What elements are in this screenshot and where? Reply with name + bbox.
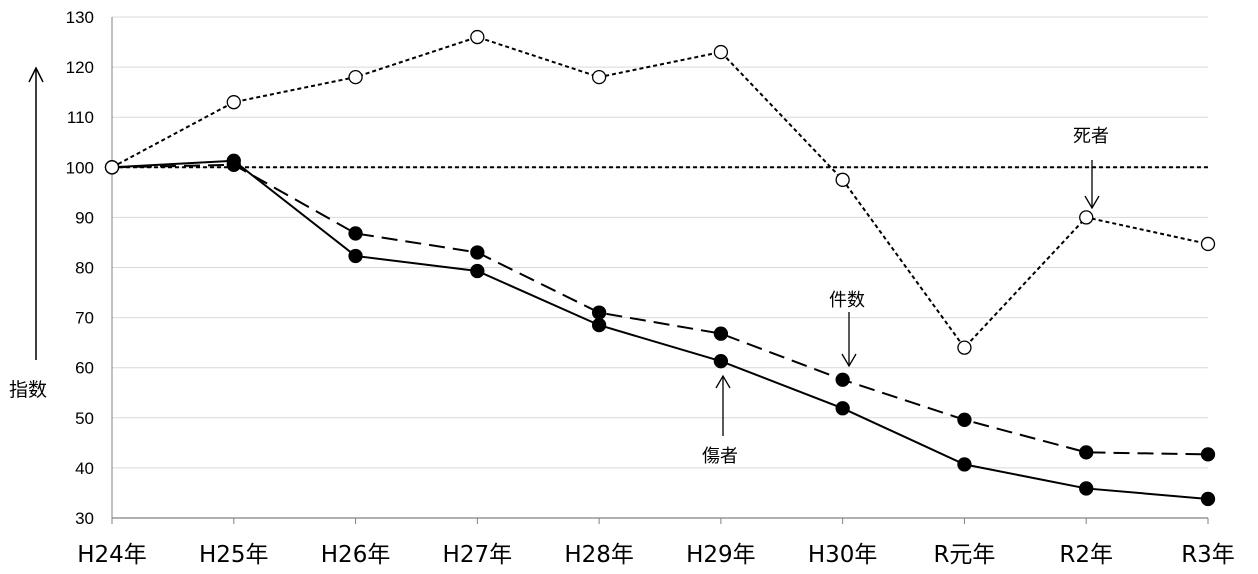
series-2-point-9: [1200, 491, 1216, 507]
x-tick-label-0: H24年: [77, 542, 147, 568]
y-tick-label-90: 90: [75, 208, 94, 227]
y-tick-label-50: 50: [75, 409, 94, 428]
series-0-point-7: [957, 340, 972, 355]
y-tick-label-120: 120: [66, 58, 94, 77]
series-2-point-1: [226, 153, 241, 168]
series-2-point-2: [348, 248, 363, 264]
x-tick-label-4: H28年: [564, 542, 634, 568]
x-tick-label-6: H30年: [808, 542, 878, 568]
series-1-point-7: [957, 412, 972, 427]
annotation-deaths-label: 死者: [1073, 126, 1109, 147]
x-tick-label-8: R2年: [1059, 542, 1113, 568]
gridlines: [112, 16, 1208, 469]
annotation-cases: 件数: [829, 290, 865, 368]
series-0-point-1: [226, 95, 241, 110]
y-tick-label-40: 40: [75, 459, 94, 478]
x-tick-label-5: H29年: [686, 542, 756, 568]
series-2-point-5: [713, 354, 729, 369]
series-1-point-3: [470, 245, 485, 260]
series-0-point-4: [591, 69, 607, 85]
series-lines: [111, 35, 1209, 500]
y-tick-label-110: 110: [67, 108, 94, 127]
annotation-injured: 傷者: [702, 374, 738, 467]
series-2-point-6: [835, 401, 850, 416]
annotation-deaths: 死者: [1073, 126, 1109, 210]
series-0-point-2: [348, 69, 363, 85]
series-line-0: [111, 35, 1209, 350]
annotation-cases-label: 件数: [829, 290, 865, 311]
y-tick-label-30: 30: [75, 509, 94, 528]
y-tick-label-100: 100: [66, 158, 94, 177]
y-axis-arrow-head-icon: [28, 66, 44, 83]
series-0-point-0: [104, 160, 120, 175]
series-1-point-8: [1079, 445, 1094, 460]
series-1-point-2: [348, 226, 363, 241]
series-line-1: [111, 163, 1209, 456]
series-2-point-7: [957, 457, 972, 472]
series-0-point-9: [1200, 236, 1216, 252]
y-tick-label-70: 70: [75, 309, 94, 328]
x-tick-label-7: R元年: [933, 542, 995, 568]
series-markers: [104, 29, 1216, 507]
series-1-point-6: [835, 372, 850, 387]
series-2-point-4: [591, 317, 607, 333]
series-0-point-8: [1079, 210, 1094, 225]
annotation-injured-arrow-head-icon: [715, 374, 731, 389]
series-0-point-5: [713, 44, 729, 60]
series-0-point-3: [470, 29, 485, 45]
series-2-point-8: [1079, 481, 1094, 496]
series-line-2: [111, 159, 1209, 500]
x-tick-label-3: H27年: [443, 542, 513, 568]
y-tick-label-80: 80: [75, 259, 94, 278]
series-1-point-4: [591, 305, 607, 320]
annotation-deaths-arrow-head-icon: [1084, 195, 1100, 210]
annotation-cases-arrow-head-icon: [841, 353, 857, 368]
x-tick-label-2: H26年: [321, 542, 391, 568]
y-axis-ticks: 30 40 50 60 70 80 90 100 110 120 130: [66, 8, 94, 528]
y-tick-label-60: 60: [75, 359, 94, 378]
annotation-injured-label: 傷者: [702, 446, 738, 467]
y-tick-label-130: 130: [66, 8, 94, 27]
series-0-point-6: [835, 172, 850, 187]
y-axis-label: 指数: [9, 379, 47, 401]
x-tick-label-1: H25年: [199, 542, 269, 568]
series-2-point-3: [470, 263, 485, 279]
x-tick-label-9: R3年: [1181, 542, 1235, 568]
series-1-point-5: [713, 326, 729, 341]
series-1-point-9: [1200, 447, 1216, 462]
x-axis: H24年 H25年 H26年 H27年 H28年 H29年 H30年 R元年 R2年 R3年: [77, 17, 1235, 568]
y-axis-label-group: 指数: [9, 66, 47, 401]
